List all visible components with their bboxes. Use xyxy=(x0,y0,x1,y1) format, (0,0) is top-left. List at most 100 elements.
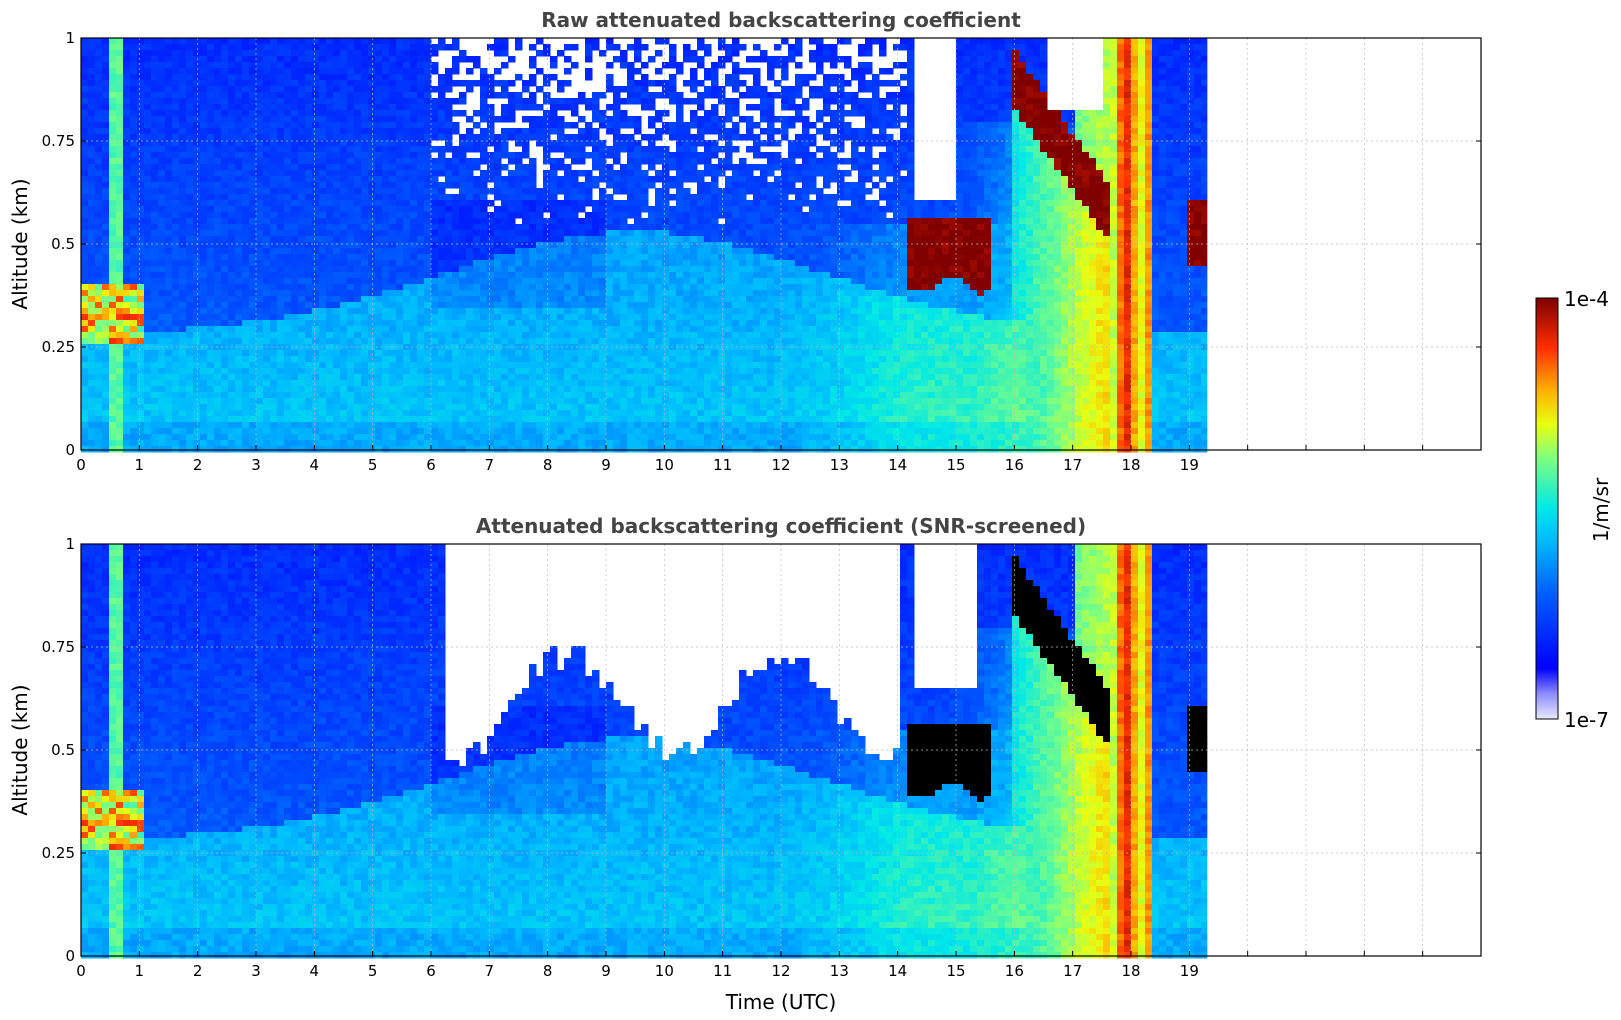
heatmap-cell xyxy=(263,56,271,63)
heatmap-cell xyxy=(319,410,327,417)
heatmap-cell xyxy=(438,74,446,81)
heatmap-cell xyxy=(375,290,383,297)
heatmap-cell xyxy=(193,314,201,321)
heatmap-cell xyxy=(340,266,348,273)
heatmap-cell xyxy=(529,308,537,315)
heatmap-cell xyxy=(501,248,509,255)
heatmap-cell xyxy=(235,380,243,387)
heatmap-cell xyxy=(431,266,439,273)
heatmap-cell xyxy=(508,230,516,237)
heatmap-cell xyxy=(214,392,222,399)
heatmap-cell xyxy=(151,440,159,447)
heatmap-cell xyxy=(270,38,278,45)
heatmap-cell xyxy=(277,224,285,231)
heatmap-cell xyxy=(179,152,187,159)
heatmap-cell xyxy=(361,218,369,225)
heatmap-cell xyxy=(270,50,278,57)
heatmap-cell xyxy=(214,80,222,87)
heatmap-cell xyxy=(256,44,264,51)
heatmap-cell xyxy=(333,302,341,309)
heatmap-cell xyxy=(368,236,376,243)
heatmap-cell xyxy=(340,110,348,117)
heatmap-cell xyxy=(501,374,509,381)
heatmap-cell xyxy=(319,404,327,411)
heatmap-cell xyxy=(403,140,411,147)
heatmap-cell xyxy=(326,122,334,129)
heatmap-cell xyxy=(410,416,418,423)
heatmap-cell xyxy=(543,386,551,393)
heatmap-cell xyxy=(326,254,334,261)
heatmap-cell xyxy=(137,56,145,63)
heatmap-cell xyxy=(585,128,593,135)
heatmap-cell xyxy=(333,44,341,51)
heatmap-cell xyxy=(214,122,222,129)
heatmap-cell xyxy=(375,374,383,381)
heatmap-cell xyxy=(508,290,516,297)
heatmap-cell xyxy=(144,308,152,315)
heatmap-cell xyxy=(354,260,362,267)
heatmap-cell xyxy=(235,446,243,453)
heatmap-cell xyxy=(277,374,285,381)
heatmap-cell xyxy=(333,356,341,363)
heatmap-cell xyxy=(543,380,551,387)
heatmap-cell xyxy=(270,164,278,171)
heatmap-cell xyxy=(291,116,299,123)
heatmap-cell xyxy=(242,416,250,423)
heatmap-cell xyxy=(326,278,334,285)
heatmap-cell xyxy=(494,446,502,453)
heatmap-cell xyxy=(172,374,180,381)
heatmap-cell xyxy=(130,338,138,345)
heatmap-cell xyxy=(81,434,89,441)
heatmap-cell xyxy=(578,332,586,339)
heatmap-cell xyxy=(109,56,117,63)
heatmap-cell xyxy=(403,278,411,285)
heatmap-cell xyxy=(438,368,446,375)
heatmap-cell xyxy=(347,236,355,243)
heatmap-cell xyxy=(228,92,236,99)
heatmap-cell xyxy=(550,224,558,231)
heatmap-cell xyxy=(445,230,453,237)
heatmap-cell xyxy=(347,74,355,81)
heatmap-cell xyxy=(452,98,460,105)
heatmap-cell xyxy=(235,248,243,255)
heatmap-cell xyxy=(319,56,327,63)
heatmap-cell xyxy=(214,248,222,255)
heatmap-cell xyxy=(522,386,530,393)
heatmap-cell xyxy=(410,242,418,249)
heatmap-cell xyxy=(165,242,173,249)
heatmap-cell xyxy=(347,326,355,333)
heatmap-cell xyxy=(277,380,285,387)
heatmap-cell xyxy=(256,146,264,153)
heatmap-cell xyxy=(151,392,159,399)
heatmap-cell xyxy=(305,140,313,147)
heatmap-cell xyxy=(431,284,439,291)
heatmap-cell xyxy=(186,182,194,189)
heatmap-cell xyxy=(515,242,523,249)
heatmap-cell xyxy=(333,428,341,435)
heatmap-cell xyxy=(249,236,257,243)
heatmap-cell xyxy=(172,440,180,447)
heatmap-cell xyxy=(193,278,201,285)
heatmap-cell xyxy=(522,314,530,321)
heatmap-cell xyxy=(529,188,537,195)
heatmap-cell xyxy=(515,356,523,363)
heatmap-cell xyxy=(228,248,236,255)
heatmap-cell xyxy=(396,170,404,177)
heatmap-cell xyxy=(116,350,124,357)
heatmap-cell xyxy=(438,272,446,279)
heatmap-cell xyxy=(88,200,96,207)
heatmap-cell xyxy=(389,182,397,189)
heatmap-cell xyxy=(452,56,460,63)
heatmap-cell xyxy=(494,380,502,387)
heatmap-cell xyxy=(396,296,404,303)
heatmap-cell xyxy=(123,212,131,219)
heatmap-cell xyxy=(438,146,446,153)
heatmap-cell xyxy=(312,260,320,267)
heatmap-cell xyxy=(396,362,404,369)
heatmap-cell xyxy=(221,410,229,417)
heatmap-cell xyxy=(81,74,89,81)
heatmap-cell xyxy=(186,110,194,117)
heatmap-cell xyxy=(536,128,544,135)
heatmap-cell xyxy=(312,350,320,357)
heatmap-cell xyxy=(312,380,320,387)
